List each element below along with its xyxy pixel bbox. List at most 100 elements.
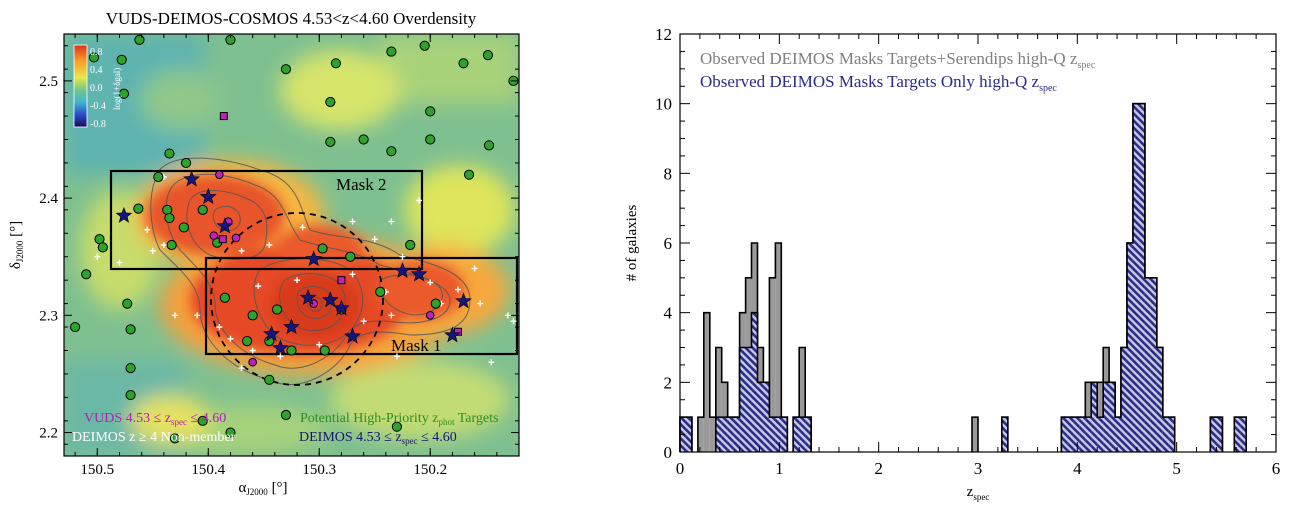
colorbar-tick: 0.8: [90, 47, 103, 58]
vuds-member-marker: [215, 170, 224, 179]
nonmember-marker: [144, 226, 151, 233]
phot-target-marker: [391, 421, 403, 432]
nonmember-marker: [294, 277, 301, 284]
histogram-bar: [799, 347, 806, 452]
phot-target-marker: [166, 239, 177, 251]
histogram-legend: Observed DEIMOS Masks Targets+Serendips …: [700, 49, 1096, 94]
phot-target-marker: [317, 243, 328, 254]
histogram-bar: [1216, 417, 1223, 452]
histogram-bar: [1121, 347, 1127, 452]
phot-target-marker: [425, 134, 436, 145]
deimos-member-marker: [115, 206, 133, 223]
colorbar-gradient: [73, 44, 88, 128]
nonmember-marker: [149, 247, 156, 254]
legend-all: Observed DEIMOS Masks Targets+Serendips …: [700, 49, 1096, 71]
histogram-outline: [679, 102, 1247, 452]
nonmember-marker: [388, 312, 395, 319]
nonmember-marker: [277, 353, 284, 360]
nonmember-marker: [477, 300, 484, 307]
deimos-member-marker: [443, 326, 461, 343]
map-title: VUDS-DEIMOS-COSMOS 4.53<z<4.60 Overdensi…: [106, 9, 477, 28]
deimos-member-marker: [199, 188, 217, 205]
nonmember-marker: [94, 253, 101, 260]
phot-target-marker: [271, 304, 283, 315]
phot-target-marker: [345, 251, 356, 262]
histogram-bar: [781, 417, 788, 452]
phot-target-marker: [430, 298, 441, 309]
map-xlabel: αJ2000 [°]: [238, 480, 287, 497]
map-x-tick-label: 150.4: [191, 462, 225, 478]
nonmember-marker: [349, 218, 356, 225]
histogram-bar: [1127, 243, 1133, 452]
map-y-tick-label: 2.5: [39, 74, 58, 90]
nonmember-marker: [171, 312, 178, 319]
map-axis-ticks: 150.5 150.4 150.3 150.2 2.2 2.3 2.4 2.5: [39, 34, 519, 478]
nonmember-marker: [399, 253, 406, 260]
nonmember-marker: [238, 365, 245, 372]
histogram-x-tick-label: 5: [1172, 459, 1181, 478]
histogram-bar: [1132, 103, 1139, 453]
nonmember-marker: [160, 242, 167, 248]
mask-1-label: Mask 1: [391, 336, 442, 355]
histogram-bar: [1085, 417, 1092, 452]
phot-target-marker: [425, 106, 436, 117]
histogram-bar: [685, 417, 692, 452]
histogram-x-tick-label: 4: [1073, 459, 1082, 478]
phot-target-marker: [118, 88, 130, 99]
histogram-bar: [775, 243, 782, 452]
histogram-bar: [799, 417, 806, 452]
legend-nonmember: DEIMOS z ≥ 4 Non-member: [72, 430, 236, 445]
nonmember-marker: [471, 265, 478, 272]
nonmember-marker: [116, 259, 123, 266]
nonmember-markers: [94, 174, 517, 372]
deimos-member-markers: [115, 170, 472, 356]
phot-target-marker: [164, 148, 175, 159]
histogram-bar: [697, 417, 704, 452]
nonmember-marker: [227, 335, 234, 342]
deimos-member-marker: [394, 261, 411, 278]
histogram-bar: [1091, 382, 1098, 452]
deimos-member-marker: [305, 250, 323, 267]
phot-target-marker: [219, 292, 231, 303]
phot-target-marker: [169, 433, 181, 444]
histogram-bar: [793, 417, 800, 452]
map-y-tick-label: 2.3: [39, 308, 58, 324]
density-map: [64, 34, 519, 456]
vuds-member-marker: [209, 231, 219, 240]
nonmember-marker: [371, 236, 378, 243]
histogram-y-tick-label: 12: [655, 25, 672, 44]
phot-target-marker: [419, 40, 430, 51]
phot-target-marker: [164, 212, 175, 224]
phot-target-marker: [280, 409, 292, 421]
histogram-bar: [805, 417, 812, 452]
phot-target-marker: [88, 52, 100, 63]
histogram-x-tick-label: 6: [1272, 459, 1281, 478]
histogram-y-tick-label: 2: [664, 373, 673, 392]
phot-target-marker: [247, 310, 258, 321]
phot-target-marker: [358, 134, 369, 145]
histogram-bar: [769, 417, 776, 452]
histogram-bar: [1103, 382, 1110, 452]
histogram-bar: [1109, 382, 1116, 452]
nonmember-marker: [510, 318, 517, 325]
colorbar-tick: 0.0: [90, 83, 103, 94]
mask-2-label: Mask 2: [336, 175, 387, 194]
histogram-bar: [1115, 417, 1122, 452]
nonmember-marker: [416, 197, 423, 204]
histogram-bar: [1073, 417, 1080, 452]
nonmember-marker: [255, 283, 262, 290]
histogram-x-tick-label: 3: [974, 459, 983, 478]
vuds-member-marker: [425, 311, 435, 320]
histogram-y-tick-label: 0: [664, 443, 673, 462]
histogram-y-tick-label: 10: [655, 95, 672, 114]
map-y-tick-label: 2.4: [39, 191, 58, 207]
histogram-bar: [1210, 417, 1217, 452]
phot-target-marker: [133, 203, 144, 214]
map-ylabel: δJ2000 [°]: [8, 221, 25, 269]
phot-target-marker: [319, 345, 330, 356]
histogram-bar: [703, 312, 710, 452]
histogram-bar: [1079, 417, 1086, 452]
density-peaks: [145, 175, 465, 355]
histogram-bar: [769, 277, 776, 452]
